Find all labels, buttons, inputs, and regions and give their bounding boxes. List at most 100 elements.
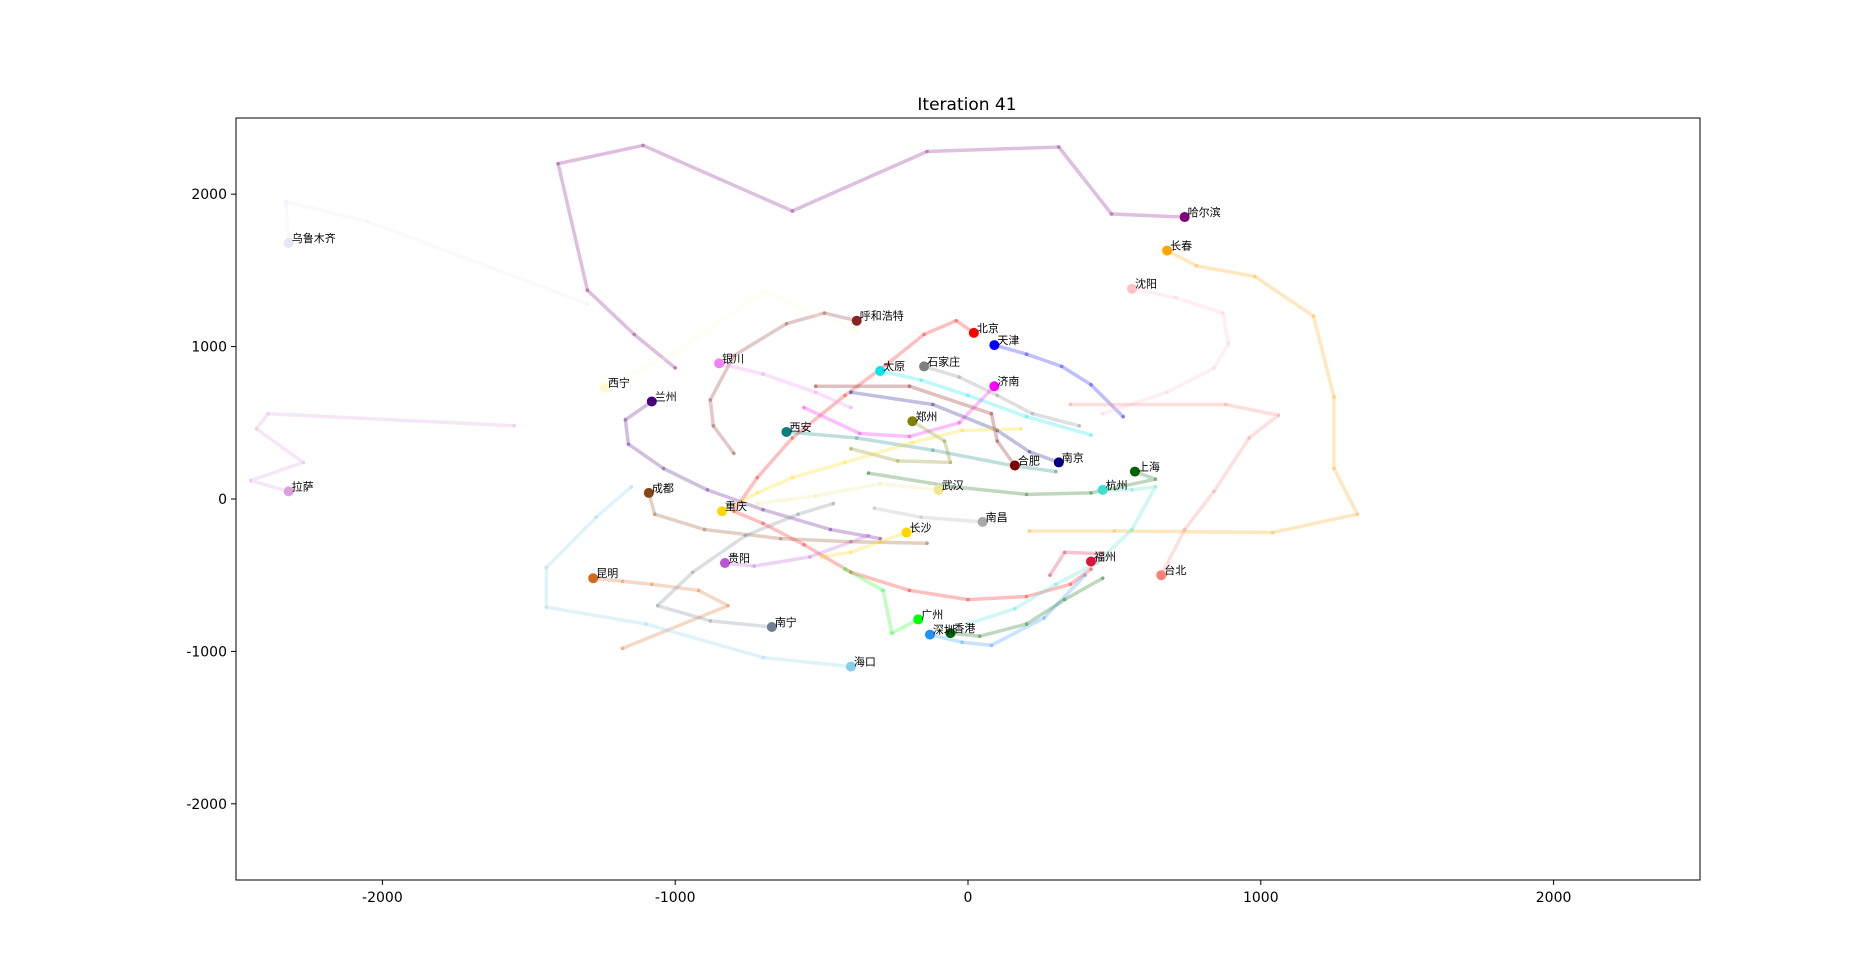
trail-point [884,363,888,367]
trail-point [1062,550,1067,555]
trail-line [878,369,1093,437]
trail-line [647,491,929,545]
trail-line [623,399,882,541]
trail-line [544,485,853,669]
trail-point [1100,411,1105,416]
city-label: 南昌 [986,511,1008,524]
city-label: 广州 [921,608,943,621]
trail-point [966,597,970,602]
trail-point [365,219,370,224]
trail-point [731,451,736,456]
trail-point [1332,395,1336,399]
city-label: 北京 [977,321,999,335]
trail-point [1226,341,1231,346]
trail-point [948,460,953,465]
y-tick-label: -1000 [186,644,227,660]
city-point [945,628,956,639]
trail-point [711,424,716,428]
trail-point [755,475,759,480]
city-label: 昆明 [596,567,618,580]
trail-point [866,471,871,475]
trail-point [1042,616,1046,620]
trail-point [731,509,736,513]
trail-point [849,446,853,451]
city-point [1126,283,1137,294]
city-label: 海口 [854,655,876,669]
trail-point [301,460,306,465]
trail-point [1089,433,1093,437]
trail-line [813,384,1017,468]
x-tick-label: -2000 [362,890,403,906]
city-point [933,484,944,495]
trail-point [925,541,929,545]
trail-point [796,512,800,517]
city-point [1097,484,1108,495]
city-label: 长春 [1170,240,1192,253]
trail-point [808,555,812,559]
plot-area-frame [235,117,1701,881]
trail-point [819,555,824,559]
trail-point [966,622,970,626]
trail-point [995,393,1000,398]
trail-point [752,564,757,568]
trail-point [1013,606,1017,611]
city-label: 石家庄 [927,354,960,368]
trail-point [556,161,560,166]
trail-point [1068,402,1073,407]
trail-point [1311,314,1316,318]
city-label: 西宁 [608,376,630,390]
x-tick-label: 2000 [1536,890,1572,906]
trail-point [960,640,964,645]
trail-point [544,605,549,610]
trail-point [802,542,806,547]
city-label: 成都 [652,482,674,495]
city-label: 银川 [722,351,744,365]
trail-point [813,384,818,389]
trail-line [284,200,590,306]
trail-point [1270,530,1275,535]
trail-line [755,482,941,506]
trail-point [644,622,648,626]
trail-point [266,411,271,416]
trail-point [1253,274,1257,279]
trail-point [761,289,765,294]
trail-point [895,459,900,463]
trail-point [655,603,660,608]
trail-point [872,506,877,510]
city-point [588,573,599,584]
trail-point [849,550,853,555]
trail-point [854,329,859,334]
trail-point [843,393,847,398]
trail-line [843,567,920,635]
trail-line [784,430,1058,474]
trail-point [966,393,970,398]
trail-point [831,501,836,506]
city-point [851,315,862,326]
city-point [1162,245,1173,256]
trail-point [1100,576,1105,581]
trail-point [248,478,253,483]
x-tick-label: -1000 [655,890,696,906]
trails-layer [248,143,1360,669]
trail-point [907,588,912,593]
trail-point [1182,527,1187,532]
city-point [901,527,912,538]
city-label: 呼和浩特 [860,309,904,323]
trail-point [585,288,590,293]
trail-line [966,485,1158,626]
city-point [1179,212,1190,223]
y-tick-label: 2000 [191,187,227,203]
trail-line [1048,550,1105,577]
trail-point [632,332,637,337]
trail-line [802,384,997,439]
city-label: 南宁 [775,615,797,629]
trail-point [951,485,956,489]
trail-point [1024,492,1029,497]
trail-point [1048,573,1052,577]
trail-point [594,515,598,520]
trail-point [1027,529,1032,533]
trail-point [726,603,730,608]
trail-point [254,427,259,431]
trail-line [708,311,859,456]
